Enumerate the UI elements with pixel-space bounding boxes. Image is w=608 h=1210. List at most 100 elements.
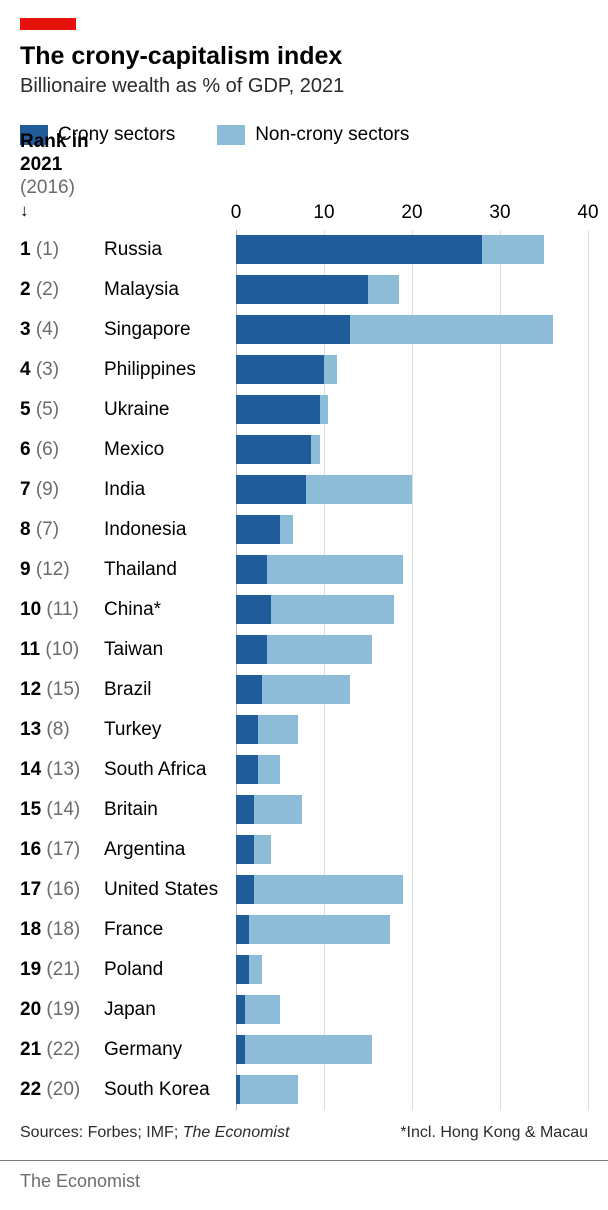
country-cell: India: [104, 479, 236, 501]
rank-2016: (3): [31, 359, 60, 380]
bar-area: [236, 990, 588, 1030]
bar-stack: [236, 395, 328, 424]
rank-2021: 4: [20, 359, 31, 380]
bar-noncrony: [306, 475, 412, 504]
bar-crony: [236, 355, 324, 384]
gridline: [500, 670, 501, 710]
axis-tick-label: 40: [577, 202, 598, 224]
table-row: 18 (18)France: [20, 910, 588, 950]
table-row: 5 (5)Ukraine: [20, 390, 588, 430]
bar-stack: [236, 875, 403, 904]
bar-stack: [236, 475, 412, 504]
rank-2021: 1: [20, 239, 31, 260]
legend-noncrony-label: Non-crony sectors: [255, 124, 409, 146]
bar-noncrony: [320, 395, 329, 424]
gridline: [588, 590, 589, 630]
bar-stack: [236, 515, 293, 544]
bar-area: [236, 510, 588, 550]
rank-2016: (22): [41, 1039, 80, 1060]
bar-crony: [236, 795, 254, 824]
bar-stack: [236, 675, 350, 704]
gridline: [500, 510, 501, 550]
country-cell: Russia: [104, 239, 236, 261]
country-cell: United States: [104, 879, 236, 901]
table-row: 15 (14)Britain: [20, 790, 588, 830]
bar-stack: [236, 1035, 372, 1064]
bar-stack: [236, 715, 298, 744]
table-row: 1 (1)Russia: [20, 230, 588, 270]
rank-cell: 15 (14): [20, 799, 104, 821]
gridline: [588, 990, 589, 1030]
table-row: 4 (3)Philippines: [20, 350, 588, 390]
bar-stack: [236, 555, 403, 584]
bar-stack: [236, 995, 280, 1024]
rank-header-paren: (2016): [20, 177, 75, 198]
rank-cell: 10 (11): [20, 599, 104, 621]
gridline: [588, 510, 589, 550]
gridline: [324, 710, 325, 750]
bar-stack: [236, 235, 544, 264]
axis-header: 010203040: [236, 172, 588, 224]
axis-tick-label: 0: [231, 202, 242, 224]
country-cell: China*: [104, 599, 236, 621]
bar-stack: [236, 1075, 298, 1104]
country-cell: Indonesia: [104, 519, 236, 541]
gridline: [412, 510, 413, 550]
rank-2021: 7: [20, 479, 31, 500]
table-row: 3 (4)Singapore: [20, 310, 588, 350]
country-cell: South Korea: [104, 1079, 236, 1101]
rank-cell: 22 (20): [20, 1079, 104, 1101]
gridline: [324, 750, 325, 790]
rank-2021: 3: [20, 319, 31, 340]
rank-cell: 16 (17): [20, 839, 104, 861]
gridline: [500, 590, 501, 630]
rank-2016: (14): [41, 799, 80, 820]
table-row: 16 (17)Argentina: [20, 830, 588, 870]
bar-crony: [236, 715, 258, 744]
rank-2016: (17): [41, 839, 80, 860]
bar-stack: [236, 355, 337, 384]
bar-area: [236, 910, 588, 950]
gridline: [500, 830, 501, 870]
bar-stack: [236, 275, 399, 304]
bar-area: [236, 230, 588, 270]
gridline: [324, 990, 325, 1030]
rank-2021: 6: [20, 439, 31, 460]
gridline: [412, 830, 413, 870]
country-cell: South Africa: [104, 759, 236, 781]
gridline: [588, 750, 589, 790]
rank-2016: (11): [41, 599, 79, 620]
table-row: 19 (21)Poland: [20, 950, 588, 990]
gridline: [588, 830, 589, 870]
bar-noncrony: [368, 275, 399, 304]
bar-crony: [236, 555, 267, 584]
bar-stack: [236, 635, 372, 664]
gridline: [588, 790, 589, 830]
bar-noncrony: [254, 795, 302, 824]
rank-cell: 6 (6): [20, 439, 104, 461]
table-row: 6 (6)Mexico: [20, 430, 588, 470]
gridline: [500, 870, 501, 910]
gridline: [500, 1070, 501, 1110]
source-text: Sources: Forbes; IMF; The Economist: [20, 1124, 289, 1142]
table-row: 13 (8)Turkey: [20, 710, 588, 750]
bar-area: [236, 390, 588, 430]
country-cell: Malaysia: [104, 279, 236, 301]
brand-red-tab: [20, 18, 76, 30]
bar-crony: [236, 1035, 245, 1064]
country-cell: Mexico: [104, 439, 236, 461]
bar-noncrony: [271, 595, 394, 624]
bar-area: [236, 1070, 588, 1110]
rank-2021: 15: [20, 799, 41, 820]
rank-2016: (6): [31, 439, 60, 460]
rank-2016: (13): [41, 759, 80, 780]
bar-noncrony: [258, 715, 298, 744]
rank-cell: 4 (3): [20, 359, 104, 381]
bar-noncrony: [350, 315, 552, 344]
bar-area: [236, 550, 588, 590]
gridline: [500, 710, 501, 750]
table-row: 10 (11)China*: [20, 590, 588, 630]
bar-area: [236, 270, 588, 310]
bar-crony: [236, 275, 368, 304]
gridline: [588, 630, 589, 670]
